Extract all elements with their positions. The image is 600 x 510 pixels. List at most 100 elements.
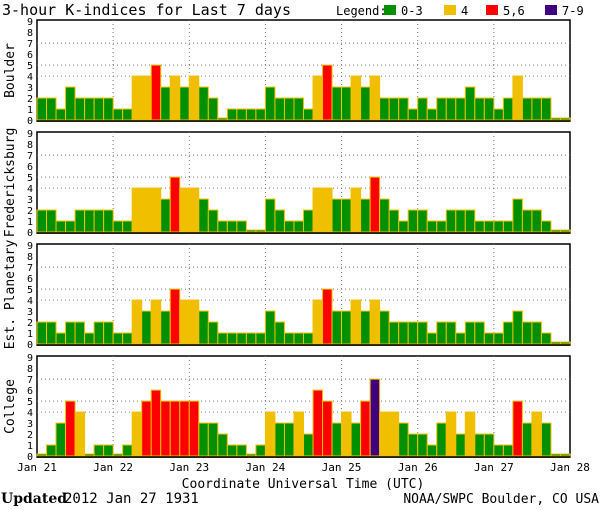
y-tick-label: 0 xyxy=(27,340,33,351)
bar xyxy=(341,198,352,233)
y-tick-label: 7 xyxy=(27,263,33,274)
bar xyxy=(341,310,352,345)
bar xyxy=(274,209,285,233)
y-tick-label: 4 xyxy=(27,408,33,419)
bar xyxy=(283,220,295,233)
bar xyxy=(540,332,552,345)
bar xyxy=(112,108,124,121)
y-tick-label: 9 xyxy=(27,353,33,364)
bar xyxy=(122,108,133,121)
bar xyxy=(103,321,114,345)
y-tick-label: 0 xyxy=(27,116,33,127)
bar xyxy=(198,198,209,233)
bar xyxy=(236,332,247,345)
bar xyxy=(550,117,561,121)
y-tick-label: 1 xyxy=(27,105,33,116)
legend-entry-label: 5,6 xyxy=(503,4,525,18)
legend-entry-label: 4 xyxy=(461,4,468,18)
bar xyxy=(207,422,219,457)
y-tick-label: 7 xyxy=(27,375,33,386)
bar xyxy=(360,310,371,345)
bar xyxy=(255,332,266,345)
legend-swatch xyxy=(545,5,557,15)
bar xyxy=(540,97,552,121)
bar xyxy=(512,400,523,457)
legend-swatch xyxy=(444,5,456,15)
bar xyxy=(369,176,381,233)
bar xyxy=(245,229,257,233)
bar xyxy=(293,220,305,233)
x-tick-label: Jan 27 xyxy=(474,461,514,474)
bar xyxy=(122,220,133,233)
bar xyxy=(65,321,76,345)
bar xyxy=(540,220,552,233)
bar xyxy=(445,97,457,121)
bar xyxy=(112,220,124,233)
legend-swatch xyxy=(384,5,396,15)
bar xyxy=(160,198,171,233)
y-tick-label: 0 xyxy=(27,228,33,239)
bar xyxy=(150,299,162,345)
bar xyxy=(464,411,476,457)
bar xyxy=(36,97,48,121)
legend: Legend: 0-3 4 5,6 7-9 xyxy=(336,4,584,18)
bar xyxy=(141,310,152,345)
bar xyxy=(93,97,105,121)
bar xyxy=(493,332,504,345)
bar xyxy=(464,209,476,233)
bar xyxy=(131,299,143,345)
bar xyxy=(74,209,86,233)
bar xyxy=(493,220,504,233)
bar xyxy=(445,321,457,345)
bar xyxy=(55,108,67,121)
bar xyxy=(179,86,190,121)
bar xyxy=(521,422,533,457)
bar xyxy=(188,187,200,233)
y-tick-label: 1 xyxy=(27,329,33,340)
bar xyxy=(217,220,228,233)
bar xyxy=(312,299,324,345)
bar xyxy=(379,198,390,233)
y-tick-label: 9 xyxy=(27,17,33,28)
bar xyxy=(179,400,190,457)
y-tick-label: 2 xyxy=(27,430,33,441)
bar xyxy=(322,64,333,121)
y-tick-label: 3 xyxy=(27,419,33,430)
bar xyxy=(207,321,219,345)
legend-swatch xyxy=(486,5,498,15)
bar xyxy=(493,444,504,457)
y-tick-label: 2 xyxy=(27,318,33,329)
bar xyxy=(350,299,362,345)
y-tick-label: 5 xyxy=(27,285,33,296)
y-tick-label: 8 xyxy=(27,140,33,151)
bar xyxy=(74,97,86,121)
y-tick-label: 6 xyxy=(27,386,33,397)
bar xyxy=(407,321,419,345)
bar xyxy=(84,209,95,233)
bar xyxy=(331,422,343,457)
bar xyxy=(398,321,409,345)
bar xyxy=(426,444,438,457)
bar xyxy=(502,220,514,233)
y-tick-label: 5 xyxy=(27,173,33,184)
bar xyxy=(188,400,200,457)
bar xyxy=(398,220,409,233)
y-tick-label: 2 xyxy=(27,206,33,217)
y-tick-label: 6 xyxy=(27,274,33,285)
bar xyxy=(464,321,476,345)
bar xyxy=(207,97,219,121)
bar xyxy=(131,187,143,233)
bar xyxy=(417,97,428,121)
bar xyxy=(322,400,333,457)
bar xyxy=(512,198,523,233)
station-label: Fredericksburg xyxy=(3,128,18,238)
bar xyxy=(46,321,57,345)
x-axis-ticks: Jan 21 Jan 22 Jan 23 Jan 24 Jan 25 Jan 26 Jan … xyxy=(17,461,590,474)
x-tick-label: Jan 28 xyxy=(550,461,590,474)
legend-label: Legend: xyxy=(336,4,387,18)
y-tick-label: 4 xyxy=(27,184,33,195)
y-tick-label: 5 xyxy=(27,397,33,408)
bar xyxy=(103,97,114,121)
bar xyxy=(264,86,276,121)
bar xyxy=(207,209,219,233)
